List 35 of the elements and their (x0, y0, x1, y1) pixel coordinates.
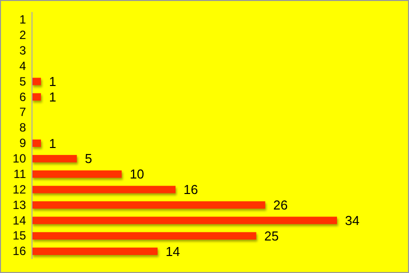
y-tick-label: 3 (19, 43, 26, 58)
data-label: 1 (48, 136, 56, 151)
data-label: 1 (48, 74, 56, 90)
bar (32, 248, 158, 255)
y-tick-label: 1 (19, 12, 26, 27)
y-tick-label: 12 (12, 182, 26, 196)
y-tick-label: 13 (12, 198, 26, 212)
bar (32, 216, 337, 224)
data-label: 10 (130, 166, 144, 182)
y-tick-label: 10 (12, 151, 26, 166)
y-tick-label: 14 (12, 213, 26, 228)
y-tick-label: 6 (19, 90, 26, 104)
y-tick-label: 15 (12, 228, 26, 243)
data-label: 14 (166, 244, 180, 259)
data-label: 1 (48, 89, 56, 104)
bar (32, 232, 256, 240)
data-label: 5 (84, 151, 92, 166)
data-label: 16 (184, 182, 198, 198)
y-tick-label: 7 (19, 105, 26, 120)
bar (32, 154, 77, 162)
bar (32, 93, 41, 101)
y-tick-label: 9 (19, 136, 26, 150)
bar (32, 186, 176, 194)
y-tick-label: 11 (14, 166, 26, 181)
y-tick-label: 8 (19, 120, 26, 135)
y-tick-label: 16 (12, 244, 26, 258)
bar (32, 170, 122, 178)
data-label: 34 (345, 212, 360, 228)
bar (32, 201, 266, 209)
y-tick-label: 2 (19, 28, 26, 42)
data-label: 26 (273, 198, 288, 213)
bar (32, 140, 41, 147)
y-tick-label: 5 (19, 74, 26, 88)
data-label: 25 (264, 228, 279, 244)
y-tick-label: 4 (19, 58, 26, 73)
